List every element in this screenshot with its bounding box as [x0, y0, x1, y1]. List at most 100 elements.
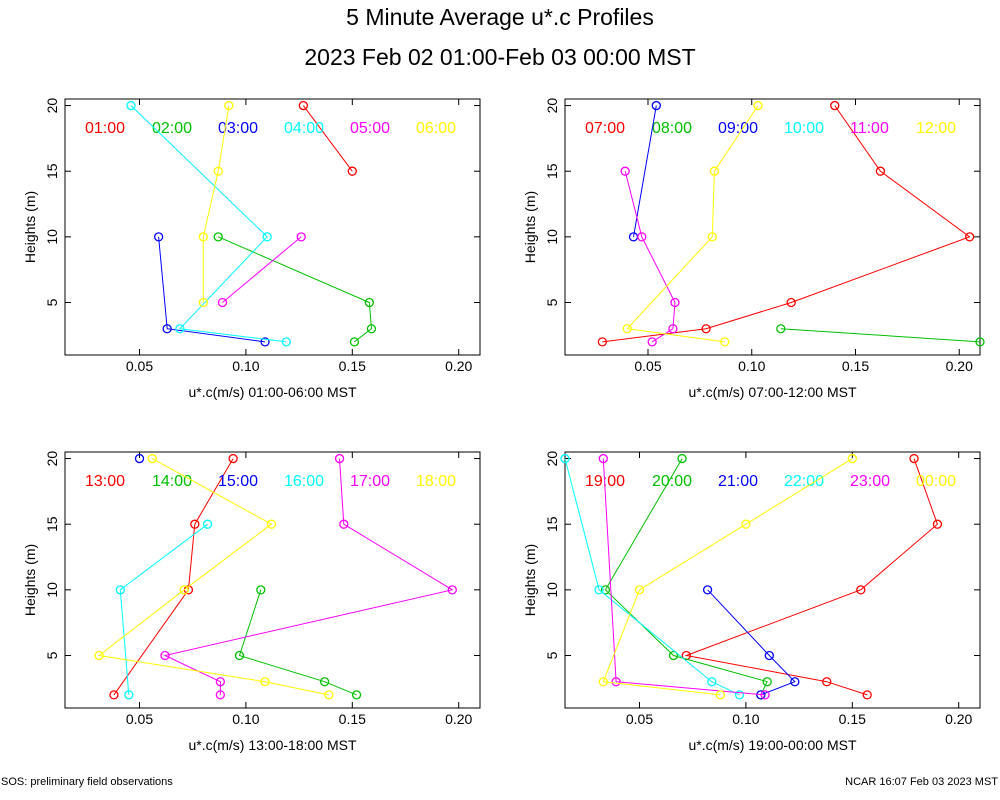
data-point [600, 585, 611, 595]
data-point [160, 650, 170, 661]
data-point [202, 519, 213, 529]
legend-entry: 15:00 [218, 473, 258, 490]
data-point [620, 166, 630, 176]
legend-entry: 17:00 [350, 473, 390, 490]
data-point [319, 677, 330, 687]
data-point [153, 232, 164, 242]
y-tick-label: 5 [544, 651, 560, 659]
data-point [213, 166, 223, 176]
data-point [909, 453, 919, 464]
data-point [707, 232, 717, 242]
data-point [260, 337, 270, 347]
y-tick-label: 20 [544, 451, 560, 467]
data-point [598, 453, 608, 464]
series-line [707, 589, 796, 696]
data-point [790, 677, 800, 687]
y-axis-label: Heights (m) [22, 544, 38, 616]
data-point [560, 453, 570, 464]
legend-entry: 18:00 [416, 473, 456, 490]
x-axis-label: u*.c(m/s) 13:00-18:00 MST [188, 737, 357, 753]
x-axis-label: u*.c(m/s) 01:00-06:00 MST [188, 384, 357, 400]
x-tick-label: 0.10 [738, 358, 765, 374]
data-point [670, 297, 680, 308]
y-tick-label: 15 [44, 516, 60, 532]
data-point [349, 337, 360, 347]
y-tick-label: 15 [44, 163, 60, 179]
data-point [776, 324, 786, 334]
data-point [215, 677, 226, 687]
x-tick-label: 0.20 [445, 358, 472, 374]
series-line [130, 105, 287, 343]
data-point [598, 677, 608, 687]
data-point [597, 337, 607, 347]
series-line [218, 236, 373, 343]
x-tick-label: 0.20 [945, 711, 972, 727]
data-point [762, 677, 772, 687]
legend-entry: 16:00 [284, 473, 324, 490]
y-axis-label: Heights (m) [22, 191, 38, 263]
legend-entry: 06:00 [416, 120, 456, 137]
data-point [786, 297, 796, 308]
data-point [975, 337, 985, 347]
footer-timestamp: NCAR 16:07 Feb 03 2023 MST [845, 776, 998, 788]
x-axis-label: u*.c(m/s) 19:00-00:00 MST [688, 737, 857, 753]
data-point [741, 519, 751, 529]
plot-frame [564, 451, 981, 709]
data-point [932, 519, 943, 529]
data-point [715, 690, 726, 700]
x-tick-label: 0.10 [232, 358, 259, 374]
data-point [256, 585, 266, 595]
data-point [147, 453, 157, 464]
x-tick-label: 0.15 [339, 711, 366, 727]
y-tick-label: 5 [544, 298, 560, 306]
plot-frame [564, 98, 981, 356]
series-line [602, 105, 971, 343]
data-point [126, 100, 136, 111]
data-point [339, 519, 349, 529]
data-point [260, 677, 270, 687]
x-tick-label: 0.15 [842, 358, 869, 374]
series-line [158, 236, 266, 343]
data-point [647, 337, 657, 347]
data-point [734, 690, 745, 700]
series-line [302, 105, 353, 172]
legend-entry: 23:00 [850, 473, 890, 490]
data-point [198, 232, 208, 242]
data-point [162, 324, 172, 334]
data-point [234, 650, 245, 661]
data-point [217, 297, 228, 308]
series-line [113, 458, 234, 696]
legend-entry: 02:00 [152, 120, 192, 137]
legend-entry: 22:00 [784, 473, 824, 490]
legend-entry: 00:00 [916, 473, 956, 490]
data-point [720, 337, 730, 347]
y-tick-label: 20 [44, 451, 60, 467]
data-point [298, 100, 309, 111]
legend-entry: 03:00 [218, 120, 258, 137]
data-point [296, 232, 306, 242]
y-axis-label: Heights (m) [522, 544, 538, 616]
y-tick-label: 5 [44, 298, 60, 306]
series-line [564, 458, 740, 696]
data-point [668, 650, 679, 661]
y-tick-label: 10 [544, 229, 560, 245]
series-line [602, 458, 766, 696]
y-tick-label: 10 [544, 582, 560, 598]
series-line [624, 171, 676, 343]
data-point [637, 232, 647, 242]
data-point [364, 297, 374, 308]
data-point [594, 585, 604, 595]
data-point [856, 585, 866, 595]
x-tick-label: 0.05 [634, 358, 661, 374]
y-tick-label: 20 [44, 98, 60, 114]
legend-entry: 12:00 [916, 120, 956, 137]
data-point [634, 585, 645, 595]
data-point [822, 677, 832, 687]
series-line [222, 236, 302, 303]
data-point [213, 232, 223, 242]
series-line [238, 589, 357, 696]
data-point [175, 324, 185, 334]
x-tick-label: 0.20 [445, 711, 472, 727]
x-tick-label: 0.15 [339, 358, 366, 374]
series-line [780, 328, 981, 343]
